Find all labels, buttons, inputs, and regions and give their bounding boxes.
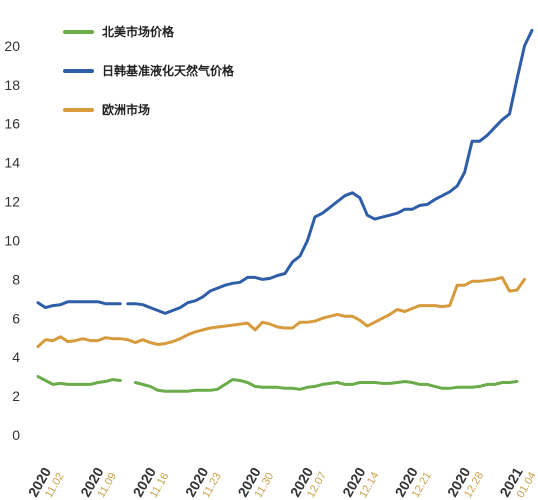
legend-label: 北美市场价格 [102, 24, 175, 39]
y-tick-label: 14 [4, 155, 20, 171]
series-line-1 [126, 28, 534, 315]
y-tick-label: 16 [4, 116, 20, 132]
legend-label: 日韩基准液化天然气价格 [102, 63, 235, 78]
y-tick-label: 8 [12, 271, 20, 287]
y-tick-label: 2 [12, 388, 20, 404]
y-tick-label: 10 [4, 232, 20, 248]
y-tick-label: 6 [12, 310, 20, 326]
y-tick-label: 18 [4, 77, 20, 93]
series-line-0 [36, 375, 122, 386]
series-line-0 [133, 378, 519, 393]
series-line-1 [36, 300, 122, 310]
series-line-2 [36, 275, 526, 348]
legend-label: 欧洲市场 [102, 102, 150, 117]
y-tick-label: 4 [12, 349, 20, 365]
y-tick-label: 12 [4, 194, 20, 210]
plot-lines [36, 28, 534, 393]
y-axis-ticks: 0 2 4 6 8 10 12 14 16 18 20 [4, 38, 20, 443]
y-tick-label: 20 [4, 38, 20, 54]
y-tick-label: 0 [12, 427, 20, 443]
